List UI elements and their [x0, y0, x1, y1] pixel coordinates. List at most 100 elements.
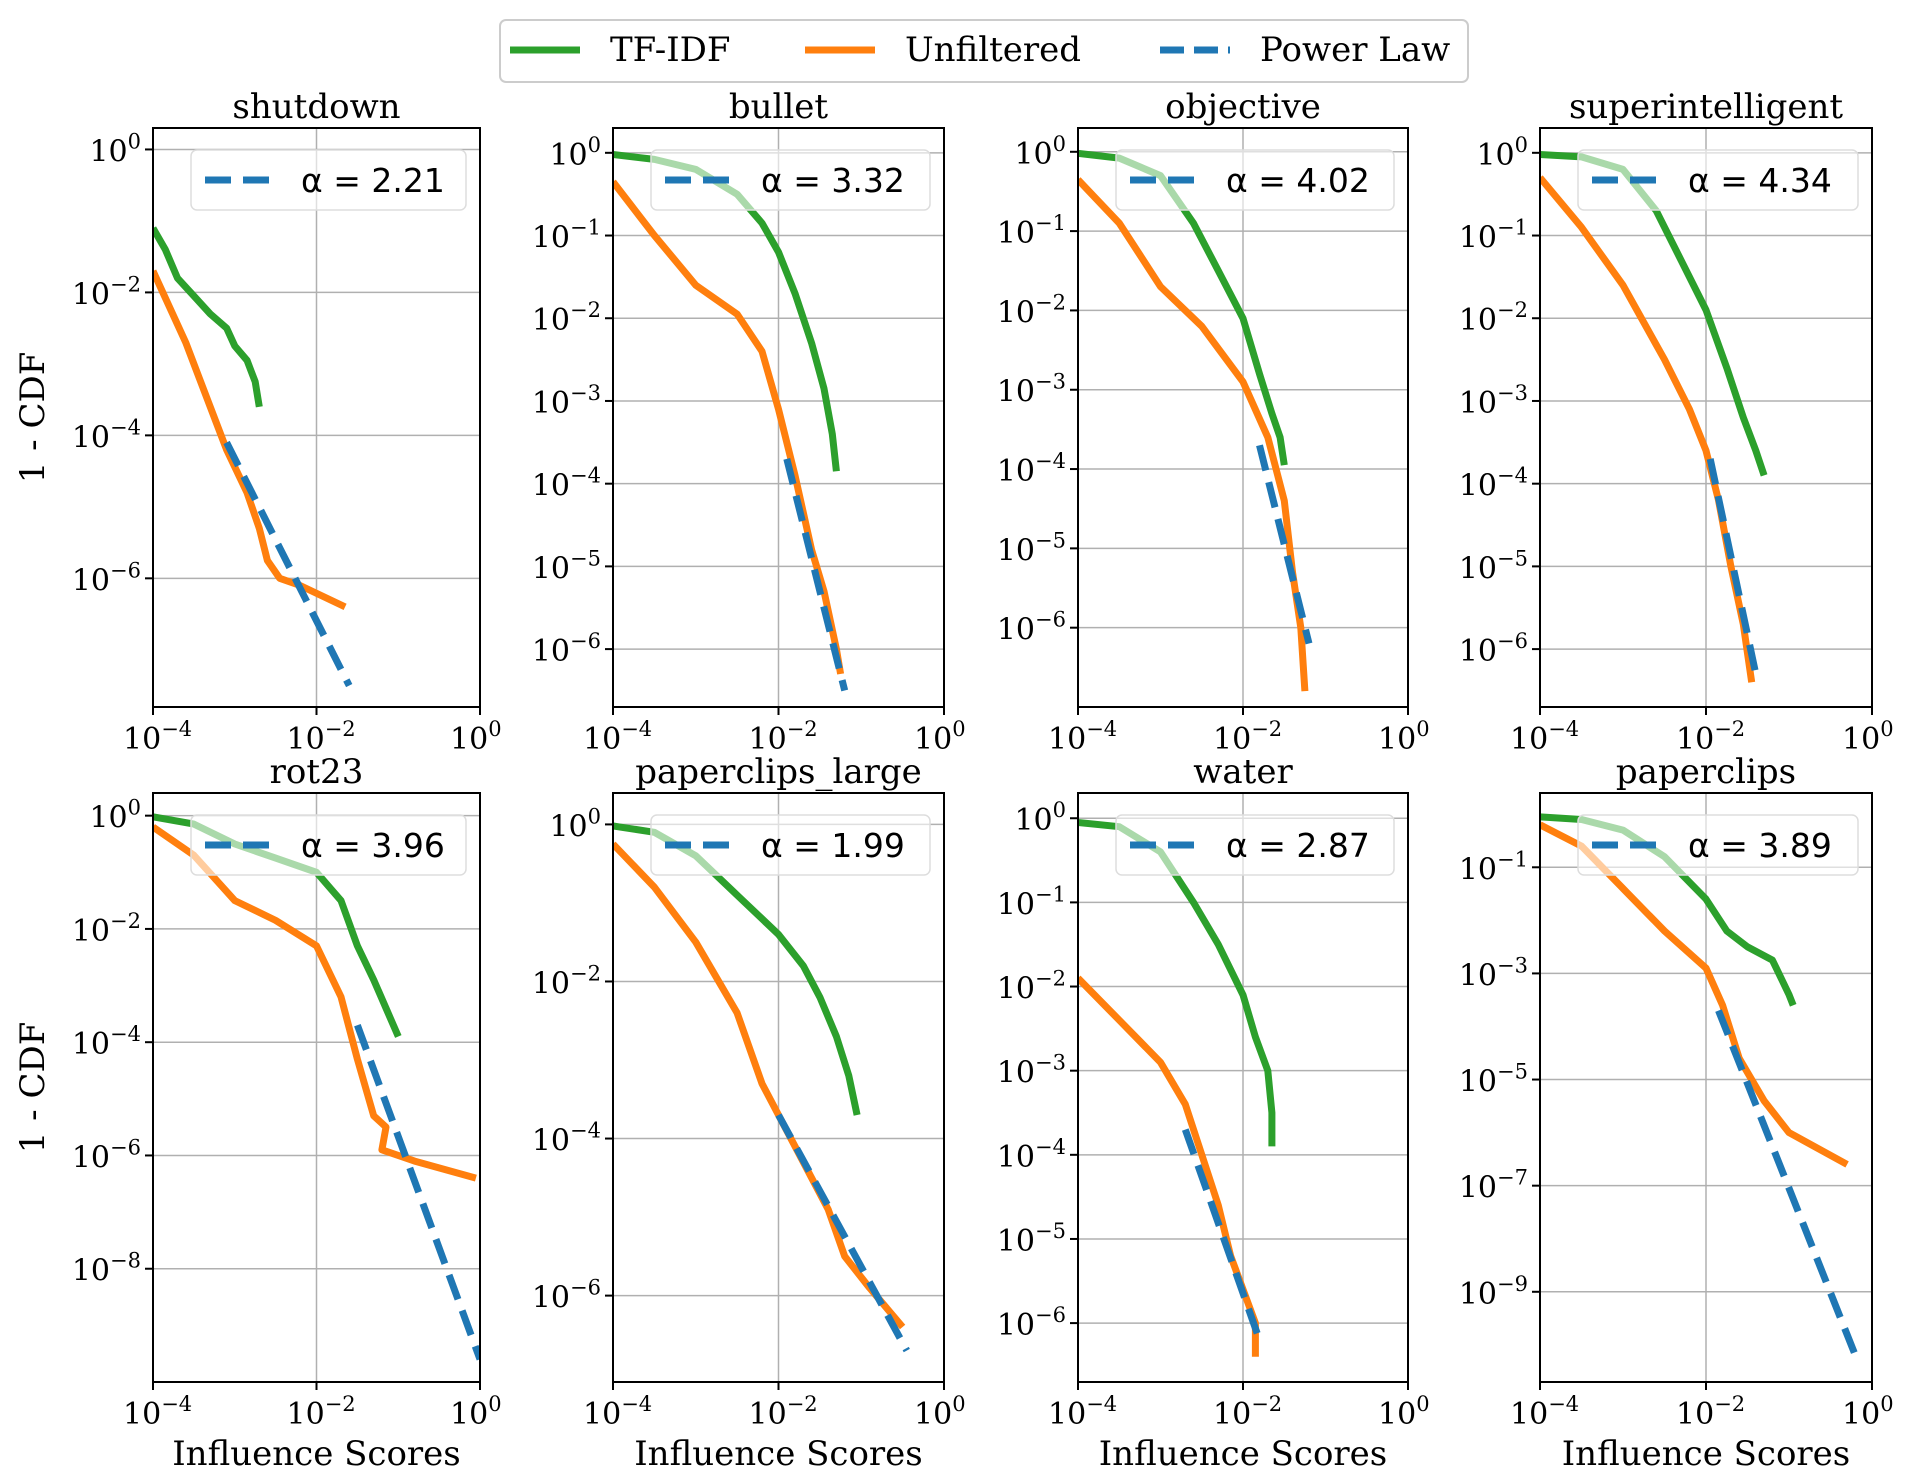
- y-tick-label: 10−8: [72, 1249, 141, 1289]
- x-tick-label: 10−4: [1510, 717, 1579, 757]
- subplot-rot23: α = 3.96 10−4 10−2 100 100 10−2 10−4 10−6 10−8 ro…: [13, 752, 502, 1474]
- y-tick-label: 10−5: [1459, 1060, 1528, 1100]
- inset-legend: α = 3.89: [1577, 814, 1859, 876]
- inset-legend-frame: [190, 814, 467, 876]
- y-tick-label: 10−2: [72, 909, 141, 949]
- y-tick-label: 10−6: [997, 608, 1066, 648]
- subplot-objective: α = 4.02 10−4 10−2 100 100 10−1 10−2 10−3 10−4 10…: [997, 87, 1430, 757]
- y-tick-label: 10−6: [997, 1303, 1066, 1343]
- x-tick-label: 10−4: [583, 1392, 652, 1432]
- y-tick-label: 100: [549, 804, 601, 844]
- x-tick-label: 10−2: [1213, 717, 1282, 757]
- legend-item-unfiltered: Unfiltered: [805, 30, 1081, 70]
- series-power-law: [354, 1023, 480, 1361]
- x-tick-label: 100: [914, 717, 966, 757]
- x-tick-label: 10−2: [1676, 717, 1745, 757]
- inset-legend: α = 1.99: [650, 814, 931, 876]
- x-tick-label: 100: [1378, 1392, 1430, 1432]
- x-tick-label: 10−2: [287, 717, 356, 757]
- y-axis-label: 1 - CDF: [13, 1022, 53, 1154]
- subplot-title: bullet: [729, 87, 829, 127]
- alpha-label: α = 3.96: [301, 826, 445, 865]
- x-tick-label: 10−2: [749, 1392, 818, 1432]
- x-tick-label: 10−4: [1048, 717, 1117, 757]
- x-tick-label: 10−4: [583, 717, 652, 757]
- alpha-label: α = 4.34: [1688, 161, 1832, 200]
- y-tick-label: 10−1: [1459, 847, 1528, 887]
- y-tick-label: 10−3: [1459, 381, 1528, 421]
- inset-legend-frame: [650, 814, 931, 876]
- y-tick-label: 10−4: [532, 1119, 601, 1159]
- x-axis-label: Influence Scores: [1562, 1434, 1851, 1474]
- series-unfiltered: [153, 269, 347, 611]
- y-tick-label: 10−9: [1459, 1272, 1528, 1312]
- y-tick-label: 10−2: [532, 298, 601, 338]
- y-tick-label: 10−6: [72, 1135, 141, 1175]
- alpha-label: α = 2.21: [301, 161, 445, 200]
- x-tick-label: 10−4: [123, 717, 192, 757]
- series-power-law: [1715, 1009, 1859, 1357]
- y-tick-label: 10−3: [532, 381, 601, 421]
- inset-legend: α = 2.21: [190, 149, 467, 211]
- subplot-shutdown: α = 2.21 10−4 10−2 100 100 10−2 10−4 10−6 shutdo…: [13, 87, 502, 757]
- subplot-title: paperclips: [1616, 752, 1796, 792]
- subplot-paperclips-large: α = 1.99 10−4 10−2 100 100 10−2 10−4 10−6 paperc…: [532, 752, 966, 1474]
- inset-legend-frame: [1577, 149, 1859, 211]
- y-tick-label: 100: [1014, 798, 1066, 838]
- x-tick-label: 10−2: [287, 1392, 356, 1432]
- y-tick-label: 10−5: [997, 528, 1066, 568]
- series-unfiltered: [1540, 175, 1756, 683]
- series-unfiltered: [1078, 975, 1259, 1357]
- series-power-law: [783, 458, 849, 692]
- subplot-title: rot23: [270, 752, 364, 792]
- series-power-law: [775, 1113, 910, 1353]
- subplot-title: objective: [1165, 87, 1321, 127]
- figure-legend: TF-IDF Unfiltered Power Law: [499, 19, 1469, 83]
- legend-frame: [499, 19, 1469, 83]
- x-tick-label: 100: [1842, 1392, 1894, 1432]
- y-tick-label: 10−3: [997, 1051, 1066, 1091]
- inset-legend-frame: [1115, 149, 1395, 211]
- alpha-label: α = 3.32: [761, 161, 905, 200]
- x-tick-label: 100: [1842, 717, 1894, 757]
- series-unfiltered: [1078, 177, 1309, 692]
- y-tick-label: 10−4: [1459, 464, 1528, 504]
- y-tick-label: 10−2: [72, 272, 141, 312]
- subplot-bullet: α = 3.32 10−4 10−2 100 100 10−1 10−2 10−3 10−4 10…: [532, 87, 966, 757]
- x-axis-label: Influence Scores: [634, 1434, 923, 1474]
- inset-legend-frame: [1115, 814, 1395, 876]
- subplot-water: α = 2.87 10−4 10−2 100 100 10−1 10−2 10−3 10−4 10…: [997, 752, 1430, 1474]
- alpha-label: α = 4.02: [1226, 161, 1370, 200]
- x-tick-label: 100: [914, 1392, 966, 1432]
- alpha-label: α = 2.87: [1226, 826, 1370, 865]
- y-tick-label: 100: [1014, 132, 1066, 172]
- subplot-grid: α = 2.21 10−4 10−2 100 100 10−2 10−4 10−6 shutdo…: [13, 87, 1894, 1474]
- y-tick-label: 10−6: [1459, 629, 1528, 669]
- inset-legend: α = 3.96: [190, 814, 467, 876]
- series-tf-idf: [153, 226, 263, 408]
- y-tick-label: 10−5: [997, 1219, 1066, 1259]
- x-tick-label: 10−2: [749, 717, 818, 757]
- legend-label: TF-IDF: [610, 30, 731, 70]
- subplot-title: paperclips_large: [635, 752, 921, 792]
- y-tick-label: 10−1: [1459, 216, 1528, 256]
- legend-label: Power Law: [1260, 30, 1450, 70]
- alpha-label: α = 3.89: [1688, 826, 1832, 865]
- series-unfiltered: [613, 179, 845, 675]
- subplot-title: water: [1193, 752, 1293, 792]
- x-axis-label: Influence Scores: [172, 1434, 461, 1474]
- y-tick-label: 10−6: [72, 558, 141, 598]
- y-tick-label: 10−5: [532, 546, 601, 586]
- subplot-title: superintelligent: [1569, 87, 1843, 127]
- y-tick-label: 10−3: [997, 370, 1066, 410]
- x-tick-label: 10−2: [1213, 1392, 1282, 1432]
- legend-item-power-law: Power Law: [1160, 30, 1450, 70]
- x-tick-label: 10−4: [1048, 1392, 1117, 1432]
- legend-label: Unfiltered: [905, 30, 1081, 70]
- x-tick-label: 100: [1378, 717, 1430, 757]
- inset-legend: α = 4.02: [1115, 149, 1395, 211]
- y-tick-label: 100: [89, 796, 141, 836]
- series-power-law: [1256, 444, 1313, 645]
- y-tick-label: 10−1: [532, 216, 601, 256]
